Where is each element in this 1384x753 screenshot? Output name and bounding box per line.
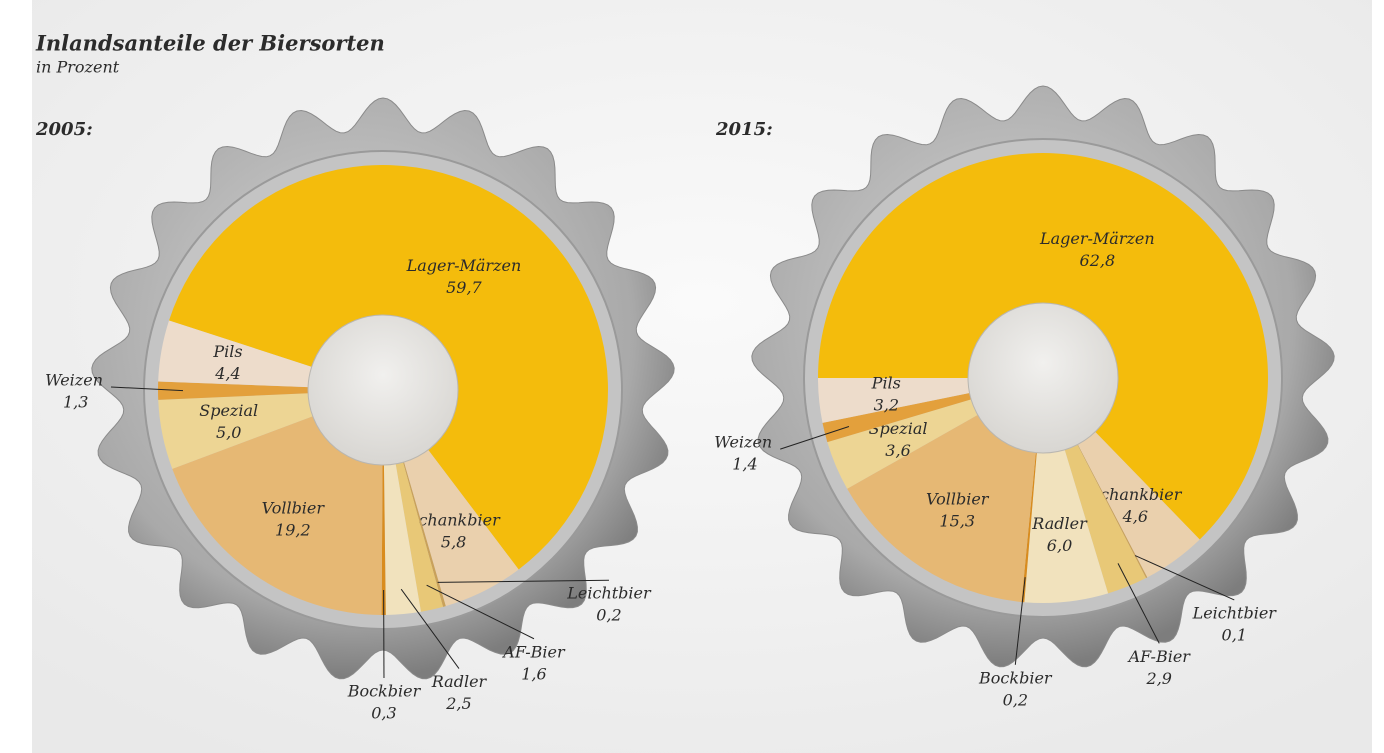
slice-label: Pils — [212, 342, 242, 361]
cap-hole — [967, 302, 1119, 454]
pie-slice — [383, 463, 421, 615]
slice-value: 5,0 — [216, 423, 241, 442]
pie-slice — [403, 462, 446, 607]
slice-label: Vollbier — [926, 490, 990, 509]
slice-label: AF-Bier — [1127, 647, 1192, 666]
slice-label: Pils — [871, 373, 901, 392]
slice-label: Schankbier — [1089, 485, 1183, 504]
pie-title: 2015: — [715, 119, 773, 140]
slice-label: Bockbier — [347, 681, 422, 700]
leader-line — [437, 579, 609, 583]
slice-value: 19,2 — [275, 521, 311, 540]
slice-value: 1,4 — [732, 455, 757, 474]
slice-label: AF-Bier — [501, 642, 566, 661]
pie-slice — [818, 378, 970, 423]
pie-slice — [1064, 444, 1146, 594]
slice-label: Weizen — [45, 370, 103, 389]
slice-label: Vollbier — [262, 499, 326, 518]
pie-slice — [1077, 431, 1200, 578]
chart-title: Inlandsanteile der Biersorten — [35, 31, 385, 56]
slice-value: 0,1 — [1222, 625, 1247, 644]
pie-slice — [1077, 444, 1148, 579]
pie-slice — [818, 152, 1268, 540]
pie-slice — [158, 393, 313, 469]
leader-line — [110, 386, 184, 392]
slice-label: Bockbier — [978, 668, 1053, 687]
slice-value: 5,8 — [441, 532, 466, 551]
slice-label: Schankbier — [407, 510, 501, 529]
pie-slice — [827, 399, 978, 489]
leader-line — [400, 588, 460, 669]
slice-value: 0,3 — [371, 703, 396, 722]
slice-label: Leichtbier — [1192, 603, 1278, 622]
cap-hole — [307, 314, 459, 466]
pie-slice — [381, 464, 386, 615]
pie-slice — [158, 381, 309, 400]
slice-value: 0,2 — [1003, 690, 1028, 709]
chart-subtitle: in Prozent — [36, 58, 120, 77]
pie-title: 2005: — [35, 119, 93, 140]
slice-value: 0,2 — [596, 606, 621, 625]
slice-label: Spezial — [199, 401, 258, 420]
leader-line — [780, 425, 850, 450]
slice-label: Lager-Märzen — [406, 256, 522, 275]
leader-line — [1134, 555, 1235, 601]
slice-value: 1,6 — [521, 664, 546, 683]
pie-slice — [158, 320, 312, 388]
pie-slice — [822, 392, 972, 443]
slice-value: 4,6 — [1122, 507, 1148, 526]
slice-label: Radler — [431, 672, 488, 691]
slice-value: 4,4 — [214, 364, 240, 383]
slice-label: Leichtbier — [566, 584, 652, 603]
slice-value: 3,2 — [874, 395, 899, 414]
leader-line — [426, 584, 535, 640]
pie-slice — [847, 414, 1036, 602]
pie-slice — [1024, 449, 1109, 603]
slice-value: 59,7 — [446, 278, 482, 297]
slice-label: Weizen — [714, 433, 772, 452]
slice-value: 2,9 — [1146, 669, 1172, 688]
slice-value: 3,6 — [885, 441, 910, 460]
pie-slice — [403, 449, 519, 607]
leader-line — [1117, 563, 1160, 644]
pie-slice — [1021, 452, 1037, 603]
slice-label: Lager-Märzen — [1039, 229, 1155, 248]
pie-slice — [395, 462, 444, 612]
slice-value: 62,8 — [1080, 251, 1116, 270]
slice-value: 15,3 — [939, 512, 975, 531]
slice-label: Radler — [1031, 514, 1088, 533]
pie-slice — [169, 164, 609, 570]
pie-slice — [172, 416, 383, 615]
slice-value: 6,0 — [1047, 536, 1072, 555]
leader-line — [1014, 577, 1026, 665]
slice-value: 2,5 — [445, 694, 471, 713]
slice-value: 1,3 — [63, 392, 88, 411]
